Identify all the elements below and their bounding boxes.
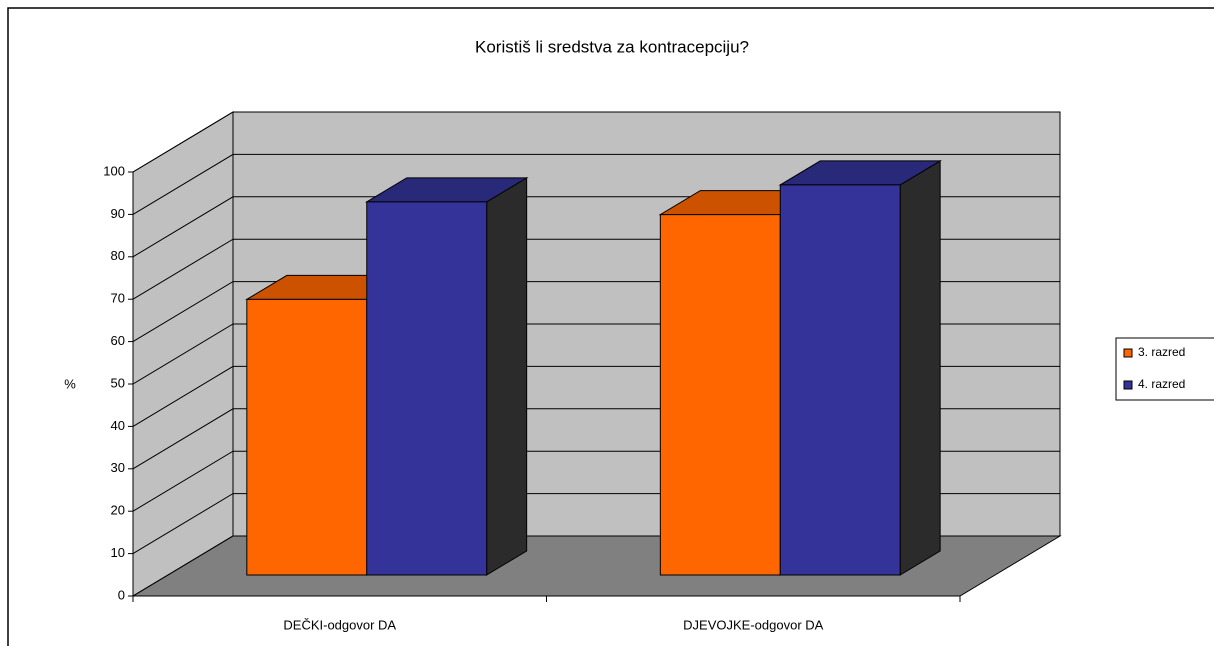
y-tick-label: 0: [118, 587, 125, 602]
chart-title: Koristiš li sredstva za kontracepciju?: [475, 37, 749, 56]
y-tick-label: 90: [111, 206, 125, 221]
y-tick-label: 30: [111, 460, 125, 475]
y-tick-label: 80: [111, 248, 125, 263]
grid-line: [132, 111, 1060, 173]
legend-swatch: [1123, 348, 1133, 358]
legend-box: [1115, 337, 1214, 401]
x-tick-label: DJEVOJKE-odgovor DA: [683, 617, 823, 632]
bar-front: [246, 298, 368, 576]
y-tick-label: 40: [111, 418, 125, 433]
bar: [778, 160, 942, 576]
y-tick-label: 10: [111, 545, 125, 560]
bar-side: [486, 176, 528, 576]
y-tick-label: 50: [111, 375, 125, 390]
legend-swatch: [1123, 380, 1133, 390]
bar-front: [366, 201, 488, 576]
y-tick-label: 20: [111, 503, 125, 518]
bar-side: [899, 160, 941, 576]
y-axis-label: %: [64, 376, 76, 391]
y-tick-label: 60: [111, 333, 125, 348]
y-tick-label: 70: [111, 291, 125, 306]
bar: [364, 176, 529, 576]
legend-label: 4. razred: [1138, 377, 1185, 391]
y-tick-label: 100: [103, 163, 125, 178]
legend-label: 3. razred: [1138, 345, 1185, 359]
grid-line: [132, 153, 1060, 215]
bar-front: [659, 214, 781, 576]
bar-front: [779, 184, 901, 576]
x-tick-label: DEČKI-odgovor DA: [283, 617, 396, 632]
